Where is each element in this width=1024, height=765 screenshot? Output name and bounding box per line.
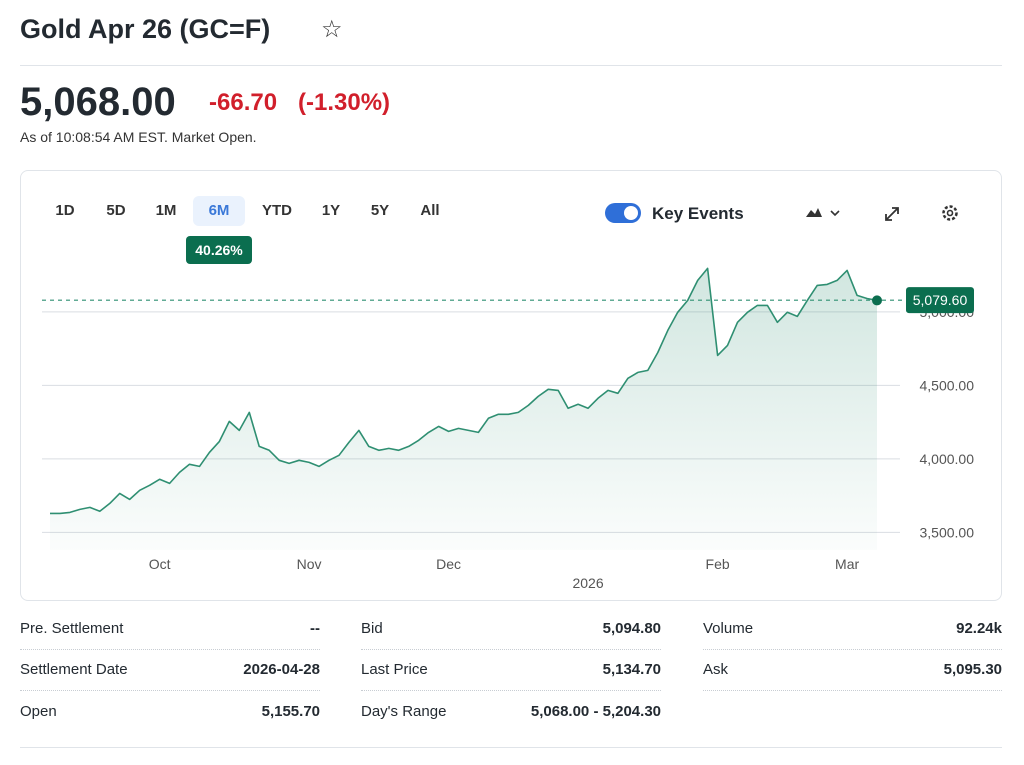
stat-separator xyxy=(703,690,1002,691)
stat-value: 5,095.30 xyxy=(943,661,1002,678)
stat-label: Ask xyxy=(703,661,729,678)
chart-card xyxy=(20,170,1002,601)
change-percent: (-1.30%) xyxy=(298,89,391,116)
watch-star[interactable]: ☆ xyxy=(321,16,343,43)
key-events-toggle[interactable] xyxy=(605,203,641,223)
range-button[interactable]: 1M xyxy=(155,202,177,219)
stat-value: 5,094.80 xyxy=(602,620,661,637)
stat-label: Day's Range xyxy=(361,703,447,720)
range-button[interactable]: 1Y xyxy=(321,202,341,219)
title: Gold Apr 26 (GC=F) xyxy=(20,14,271,44)
stat-label: Bid xyxy=(361,620,383,637)
change: -66.70 xyxy=(209,89,278,116)
stat-label: Pre. Settlement xyxy=(20,620,124,637)
stat-separator xyxy=(361,690,661,691)
price: 5,068.00 xyxy=(20,80,176,124)
stat-value: 92.24k xyxy=(956,620,1002,637)
stat-separator xyxy=(703,649,1002,650)
range-button[interactable]: 5D xyxy=(106,202,126,219)
stat-separator xyxy=(20,690,320,691)
stat-value: 5,155.70 xyxy=(261,703,320,720)
key-events-label: Key Events xyxy=(652,204,744,223)
range-return: 40.26% xyxy=(186,236,252,264)
stat-value: 5,134.70 xyxy=(602,661,661,678)
stat-separator xyxy=(20,649,320,650)
stat-value: 2026-04-28 xyxy=(243,661,320,678)
stat-value: 5,068.00 - 5,204.30 xyxy=(530,703,661,720)
range-button[interactable]: YTD xyxy=(262,202,292,219)
divider xyxy=(20,747,1002,748)
range-button[interactable]: 5Y xyxy=(370,202,390,219)
divider xyxy=(20,65,1002,66)
stat-label: Open xyxy=(20,703,57,720)
stat-label: Volume xyxy=(703,620,754,637)
stat-separator xyxy=(361,649,661,650)
range-button[interactable]: 6M xyxy=(193,196,245,226)
stat-label: Last Price xyxy=(361,661,428,678)
range-button[interactable]: 1D xyxy=(55,202,75,219)
range-button[interactable]: All xyxy=(420,202,440,219)
stat-value: -- xyxy=(310,620,320,637)
as-of: As of 10:08:54 AM EST. Market Open. xyxy=(20,129,257,145)
stat-label: Settlement Date xyxy=(20,661,128,678)
